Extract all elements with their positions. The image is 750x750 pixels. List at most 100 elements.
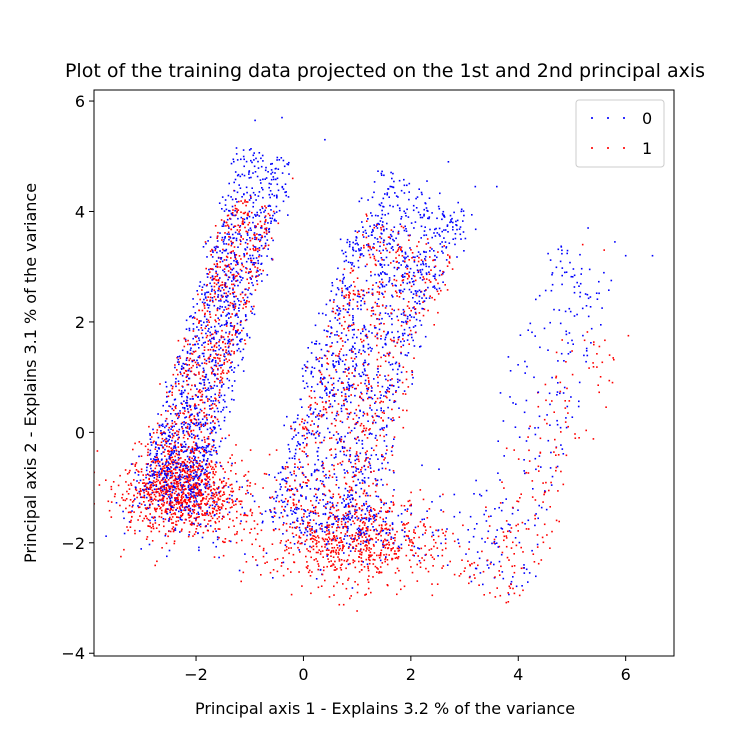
scatter-point-series-1 — [300, 466, 302, 468]
scatter-point-series-0 — [335, 453, 337, 456]
scatter-point-series-1 — [234, 204, 236, 207]
scatter-point-series-1 — [159, 432, 162, 434]
scatter-point-series-1 — [174, 472, 177, 474]
scatter-point-series-1 — [402, 393, 404, 395]
scatter-point-series-0 — [182, 476, 184, 479]
scatter-point-series-0 — [351, 515, 354, 517]
scatter-point-series-0 — [346, 490, 349, 492]
scatter-point-series-1 — [227, 225, 230, 228]
scatter-point-series-0 — [362, 290, 365, 292]
scatter-point-series-1 — [406, 320, 409, 323]
scatter-point-series-0 — [225, 243, 228, 245]
scatter-point-series-1 — [403, 310, 406, 313]
scatter-point-series-0 — [230, 252, 233, 254]
scatter-point-series-1 — [324, 546, 326, 548]
scatter-point-series-0 — [342, 354, 345, 357]
scatter-point-series-1 — [205, 336, 208, 339]
scatter-point-series-1 — [327, 549, 330, 551]
scatter-point-series-1 — [352, 383, 355, 385]
scatter-point-series-1 — [134, 463, 137, 466]
scatter-point-series-0 — [238, 184, 240, 186]
scatter-point-series-0 — [319, 410, 322, 412]
scatter-point-series-1 — [458, 575, 461, 577]
scatter-point-series-1 — [217, 378, 219, 380]
scatter-point-series-0 — [367, 505, 369, 508]
scatter-point-series-1 — [190, 420, 192, 422]
scatter-point-series-1 — [125, 481, 127, 483]
scatter-point-series-0 — [181, 443, 183, 446]
scatter-point-series-0 — [274, 512, 277, 514]
scatter-point-series-1 — [218, 516, 220, 518]
scatter-point-series-0 — [170, 483, 173, 485]
scatter-point-series-0 — [271, 193, 273, 196]
scatter-point-series-1 — [331, 547, 333, 549]
scatter-point-series-1 — [258, 545, 261, 547]
scatter-point-series-1 — [204, 441, 206, 443]
scatter-point-series-0 — [336, 341, 339, 343]
scatter-point-series-0 — [341, 447, 344, 449]
scatter-point-series-1 — [364, 594, 366, 596]
scatter-point-series-0 — [462, 220, 464, 222]
scatter-point-series-0 — [431, 501, 433, 503]
scatter-point-series-1 — [437, 293, 440, 295]
scatter-point-series-0 — [360, 529, 362, 532]
scatter-point-series-0 — [219, 305, 221, 308]
scatter-point-series-0 — [134, 498, 136, 500]
scatter-point-series-0 — [182, 451, 185, 453]
scatter-point-series-1 — [238, 226, 241, 228]
scatter-point-series-1 — [380, 499, 382, 502]
scatter-point-series-0 — [562, 392, 565, 394]
scatter-point-series-0 — [232, 267, 235, 270]
scatter-point-series-1 — [313, 559, 316, 561]
scatter-point-series-1 — [292, 553, 295, 556]
scatter-point-series-1 — [392, 542, 394, 544]
scatter-point-series-0 — [547, 349, 549, 351]
scatter-point-series-0 — [209, 282, 211, 285]
scatter-point-series-1 — [608, 379, 611, 382]
scatter-point-series-1 — [370, 315, 373, 317]
scatter-point-series-0 — [260, 227, 263, 229]
scatter-point-series-0 — [209, 340, 212, 343]
scatter-point-series-1 — [197, 456, 200, 459]
scatter-point-series-0 — [386, 193, 388, 196]
scatter-point-series-0 — [559, 426, 562, 429]
scatter-point-series-0 — [499, 479, 501, 481]
scatter-point-series-1 — [196, 318, 198, 321]
scatter-point-series-0 — [178, 355, 181, 358]
scatter-point-series-0 — [373, 516, 376, 519]
scatter-point-series-1 — [309, 525, 311, 527]
scatter-point-series-1 — [200, 423, 202, 426]
scatter-point-series-1 — [168, 530, 170, 533]
scatter-point-series-1 — [328, 533, 331, 535]
scatter-point-series-1 — [380, 417, 382, 419]
scatter-point-series-0 — [269, 196, 271, 199]
scatter-point-series-0 — [229, 210, 231, 212]
scatter-point-series-1 — [212, 471, 214, 473]
scatter-point-series-1 — [364, 451, 367, 454]
scatter-point-series-1 — [418, 256, 420, 259]
scatter-point-series-0 — [178, 428, 181, 431]
scatter-point-series-0 — [223, 292, 226, 295]
scatter-point-series-0 — [398, 207, 401, 209]
scatter-point-series-0 — [197, 477, 199, 479]
scatter-point-series-1 — [317, 512, 319, 515]
scatter-point-series-1 — [203, 349, 206, 351]
scatter-point-series-0 — [165, 437, 167, 440]
scatter-point-series-1 — [157, 444, 159, 446]
scatter-point-series-0 — [218, 307, 221, 310]
scatter-point-series-0 — [319, 569, 322, 571]
scatter-point-series-1 — [499, 574, 501, 576]
scatter-point-series-1 — [390, 538, 392, 540]
scatter-point-series-1 — [147, 500, 150, 502]
scatter-point-series-1 — [355, 408, 357, 411]
scatter-point-series-1 — [379, 391, 381, 393]
scatter-point-series-0 — [455, 220, 457, 223]
scatter-point-series-1 — [209, 313, 211, 316]
scatter-point-series-1 — [152, 517, 155, 519]
scatter-point-series-0 — [166, 400, 168, 403]
scatter-point-series-0 — [231, 369, 233, 371]
scatter-point-series-0 — [152, 461, 155, 464]
scatter-point-series-1 — [215, 298, 217, 301]
scatter-point-series-0 — [339, 358, 342, 361]
scatter-point-series-1 — [154, 460, 157, 463]
